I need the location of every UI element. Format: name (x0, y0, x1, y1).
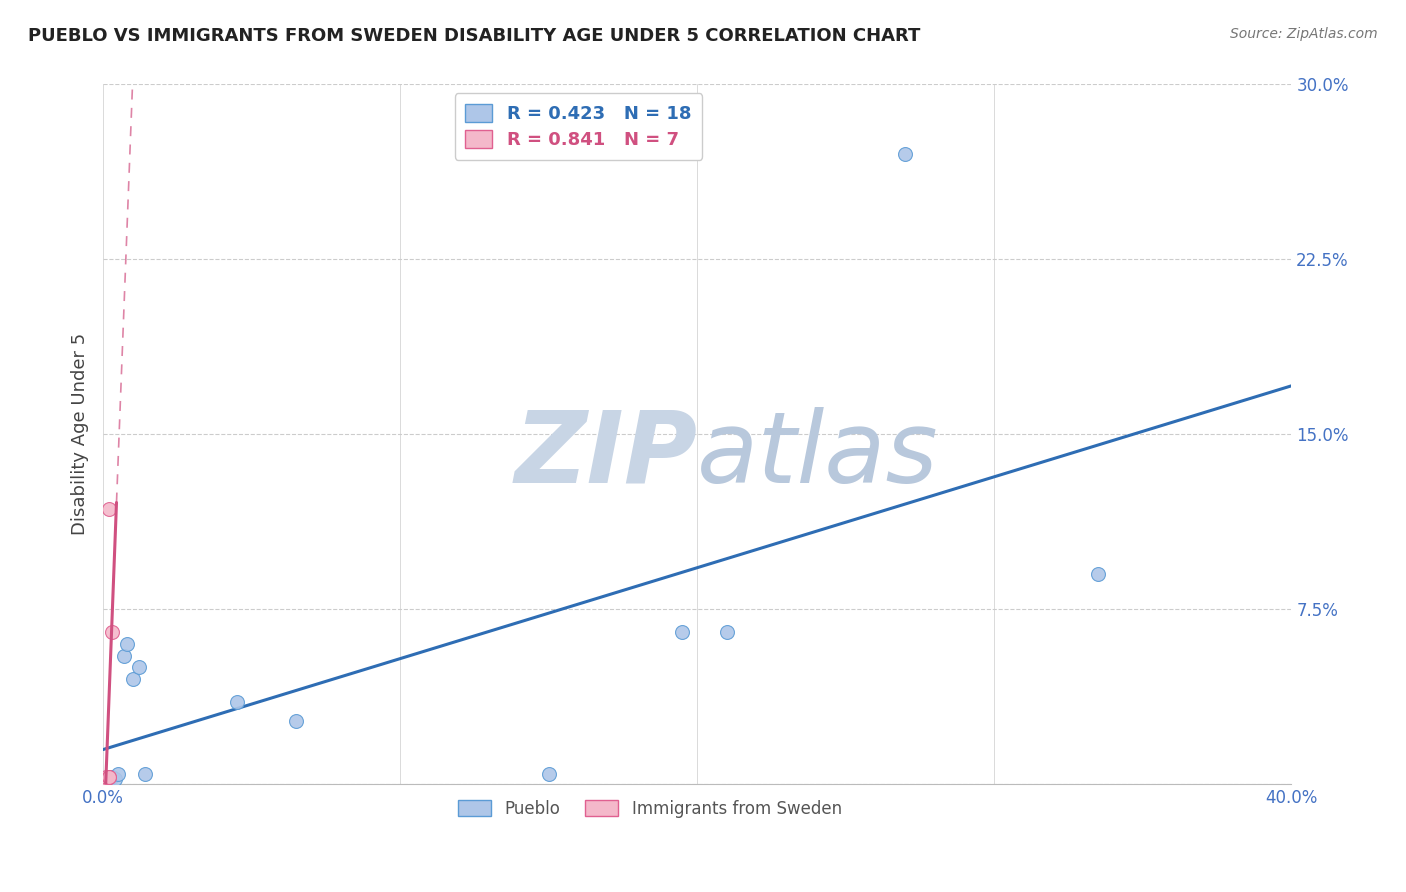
Legend: Pueblo, Immigrants from Sweden: Pueblo, Immigrants from Sweden (451, 793, 849, 824)
Point (121, 672, 143, 686)
Point (94, 772, 117, 786)
Point (94, 772, 117, 786)
Point (94, 772, 117, 786)
Point (1087, 566, 1109, 581)
Point (101, 770, 124, 784)
Point (104, 772, 127, 786)
Y-axis label: Disability Age Under 5: Disability Age Under 5 (72, 333, 89, 535)
Point (134, 767, 156, 781)
Point (128, 660, 150, 674)
Point (115, 637, 138, 651)
Point (894, 147, 917, 161)
Point (94, 770, 117, 784)
Point (112, 648, 135, 663)
Point (716, 625, 738, 640)
Point (107, 767, 129, 781)
Point (671, 625, 693, 640)
Text: ZIP: ZIP (515, 407, 697, 504)
Point (98, 501, 121, 516)
Text: Source: ZipAtlas.com: Source: ZipAtlas.com (1230, 27, 1378, 41)
Point (285, 714, 308, 728)
Point (98, 770, 121, 784)
Text: PUEBLO VS IMMIGRANTS FROM SWEDEN DISABILITY AGE UNDER 5 CORRELATION CHART: PUEBLO VS IMMIGRANTS FROM SWEDEN DISABIL… (28, 27, 921, 45)
Point (98, 772, 121, 786)
Point (101, 625, 124, 640)
Point (98, 770, 121, 784)
Text: atlas: atlas (697, 407, 939, 504)
Point (225, 695, 247, 709)
Point (98, 770, 121, 784)
Point (537, 767, 560, 781)
